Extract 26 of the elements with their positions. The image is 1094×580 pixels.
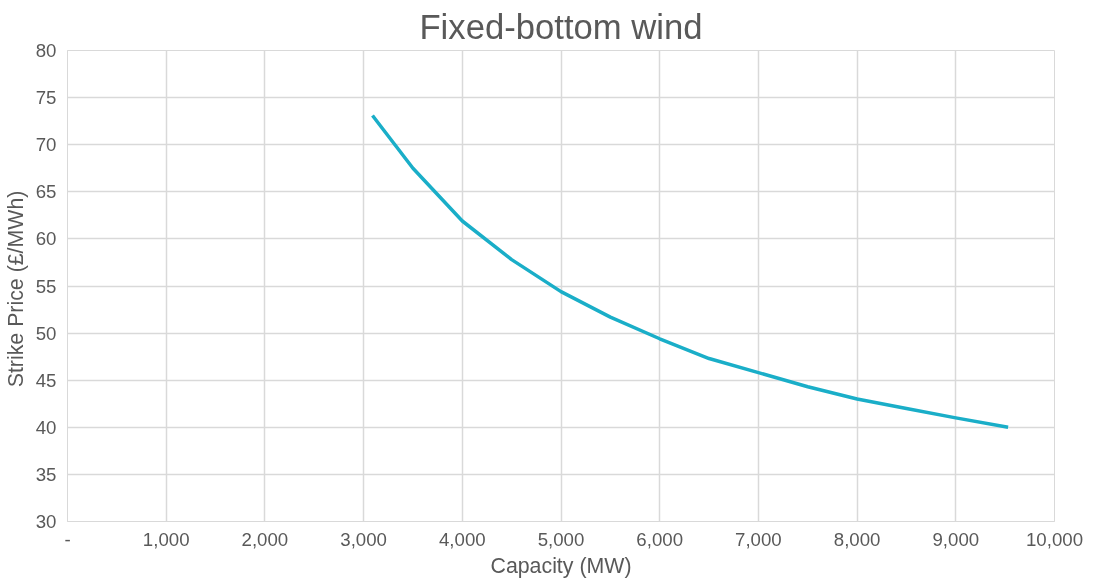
y-tick-label: 30 [35,511,57,532]
y-tick-label: 40 [35,416,57,438]
y-axis-title: Strike Price (£/MWh) [3,190,28,388]
x-axis-title: Capacity (MW) [490,553,632,578]
x-tick-label: 5,000 [537,528,585,550]
y-tick-label: 75 [35,87,57,109]
y-tick-label: 70 [35,134,57,156]
y-tick-label: 65 [35,181,57,203]
line-series [370,113,1010,430]
x-tick-label: 2,000 [241,528,289,550]
x-tick-label: - [64,528,71,550]
x-tick-label: 10,000 [1025,528,1084,550]
x-tick-label: 7,000 [735,528,782,550]
y-tick-label: 60 [35,228,57,250]
y-tick-label: 55 [35,275,57,297]
x-tick-label: 6,000 [636,528,684,550]
y-tick-label: 35 [35,463,57,485]
x-tick-label: 9,000 [932,528,980,550]
x-tick-label: 1,000 [142,528,190,550]
y-tick-label: 80 [35,40,57,61]
y-tick-label: 45 [35,369,57,391]
chart-title: Fixed-bottom wind [419,7,703,46]
x-tick-label: 8,000 [833,528,881,550]
x-tick-label: 4,000 [438,528,486,550]
x-tick-label: 3,000 [340,528,387,550]
y-tick-label: 50 [35,322,57,344]
